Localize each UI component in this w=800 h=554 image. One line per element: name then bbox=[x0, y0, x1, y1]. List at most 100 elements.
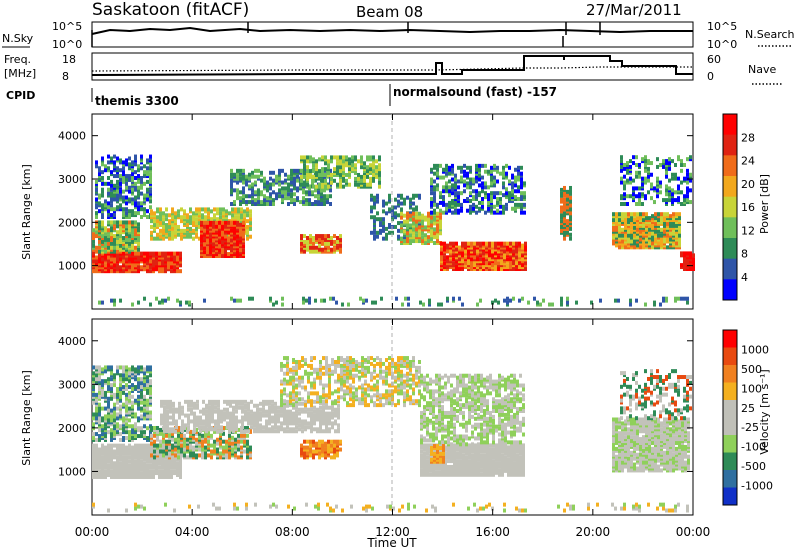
echo-cell bbox=[484, 169, 487, 174]
echo-cell bbox=[306, 165, 309, 170]
echo-cell bbox=[454, 191, 457, 196]
echo-cell bbox=[287, 202, 290, 206]
echo-cell bbox=[95, 211, 98, 216]
date-title: 27/Mar/2011 bbox=[586, 1, 682, 19]
echo-cell bbox=[171, 207, 174, 212]
echo-cell bbox=[245, 182, 248, 187]
echo-cell bbox=[110, 245, 113, 250]
echo-cell bbox=[323, 200, 326, 205]
echo-cell bbox=[210, 217, 213, 222]
echo-cell bbox=[312, 245, 315, 250]
echo-cell bbox=[137, 434, 140, 439]
echo-cell bbox=[228, 433, 231, 438]
echo-cell bbox=[221, 240, 224, 245]
echo-cell bbox=[491, 263, 494, 268]
echo-cell bbox=[421, 235, 424, 240]
echo-cell bbox=[146, 383, 149, 388]
echo-cell bbox=[134, 412, 137, 417]
echo-cell bbox=[272, 190, 275, 195]
echo-cell bbox=[113, 373, 116, 378]
echo-cell bbox=[131, 302, 134, 307]
echo-cell bbox=[476, 302, 479, 307]
echo-cell bbox=[517, 177, 520, 182]
echo-cell bbox=[469, 198, 472, 203]
echo-cell bbox=[514, 183, 517, 188]
echo-cell bbox=[460, 202, 463, 207]
echo-cell bbox=[231, 435, 234, 440]
echo-cell bbox=[508, 191, 511, 196]
echo-cell bbox=[183, 228, 186, 233]
echo-cell bbox=[186, 455, 189, 460]
echo-cell bbox=[635, 170, 638, 175]
y-tick-label: 4000 bbox=[58, 130, 86, 143]
echo-cell bbox=[378, 167, 381, 172]
echo-cell bbox=[302, 300, 305, 305]
echo-cell bbox=[269, 186, 272, 191]
echo-cell bbox=[496, 200, 499, 205]
echo-cell bbox=[620, 155, 623, 160]
echo-cell bbox=[302, 196, 305, 201]
echo-cell bbox=[415, 215, 418, 220]
echo-cell bbox=[620, 176, 623, 181]
echo-cell bbox=[146, 187, 149, 192]
echo-cell bbox=[412, 211, 415, 216]
echo-cell bbox=[227, 220, 230, 225]
echo-cell bbox=[162, 221, 165, 226]
echo-cell bbox=[424, 233, 427, 238]
echo-cell bbox=[318, 182, 321, 187]
echo-cell bbox=[333, 234, 336, 239]
echo-cell bbox=[641, 176, 644, 181]
echo-cell bbox=[401, 302, 404, 307]
echo-cell bbox=[98, 369, 101, 374]
echo-cell bbox=[523, 191, 526, 196]
echo-cell bbox=[668, 161, 671, 166]
echo-cell bbox=[644, 176, 647, 181]
echo-cell bbox=[104, 426, 107, 431]
echo-cell bbox=[496, 191, 499, 196]
echo-cell bbox=[400, 201, 403, 206]
echo-cell bbox=[284, 172, 287, 177]
echo-cell bbox=[140, 385, 143, 390]
echo-cell bbox=[180, 219, 183, 224]
echo-cell bbox=[487, 193, 490, 198]
echo-cell bbox=[122, 385, 125, 390]
echo-cell bbox=[651, 214, 654, 219]
echo-cell bbox=[569, 226, 572, 231]
echo-cell bbox=[104, 406, 107, 411]
nsearch-tick-top: 10^5 bbox=[707, 20, 737, 33]
echo-cell bbox=[92, 392, 95, 397]
echo-cell bbox=[312, 157, 315, 162]
echo-cell bbox=[251, 188, 254, 193]
echo-cell bbox=[300, 182, 303, 187]
echo-cell bbox=[173, 469, 176, 474]
echo-cell bbox=[369, 163, 372, 168]
echo-cell bbox=[430, 177, 433, 182]
echo-cell bbox=[563, 185, 566, 190]
echo-cell bbox=[125, 377, 128, 382]
echo-cell bbox=[639, 229, 642, 234]
echo-cell bbox=[143, 164, 146, 169]
echo-cell bbox=[300, 234, 303, 239]
echo-cell bbox=[312, 236, 315, 241]
echo-cell bbox=[318, 234, 321, 239]
echo-cell bbox=[156, 219, 159, 224]
echo-cell bbox=[149, 414, 152, 419]
echo-cell bbox=[242, 220, 245, 225]
echo-cell bbox=[101, 432, 104, 437]
echo-cell bbox=[237, 455, 240, 460]
echo-cell bbox=[128, 424, 131, 429]
echo-cell bbox=[198, 224, 201, 229]
echo-cell bbox=[134, 228, 137, 233]
echo-cell bbox=[321, 182, 324, 187]
echo-cell bbox=[320, 298, 323, 303]
echo-cell bbox=[370, 197, 373, 202]
echo-cell bbox=[134, 211, 137, 216]
echo-cell bbox=[452, 261, 455, 266]
echo-cell bbox=[128, 434, 131, 439]
echo-cell bbox=[309, 159, 312, 164]
echo-cell bbox=[403, 236, 406, 241]
echo-cell bbox=[493, 195, 496, 200]
echo-cell bbox=[128, 463, 131, 468]
beam-title: Beam 08 bbox=[356, 3, 423, 21]
echo-cell bbox=[95, 255, 98, 260]
